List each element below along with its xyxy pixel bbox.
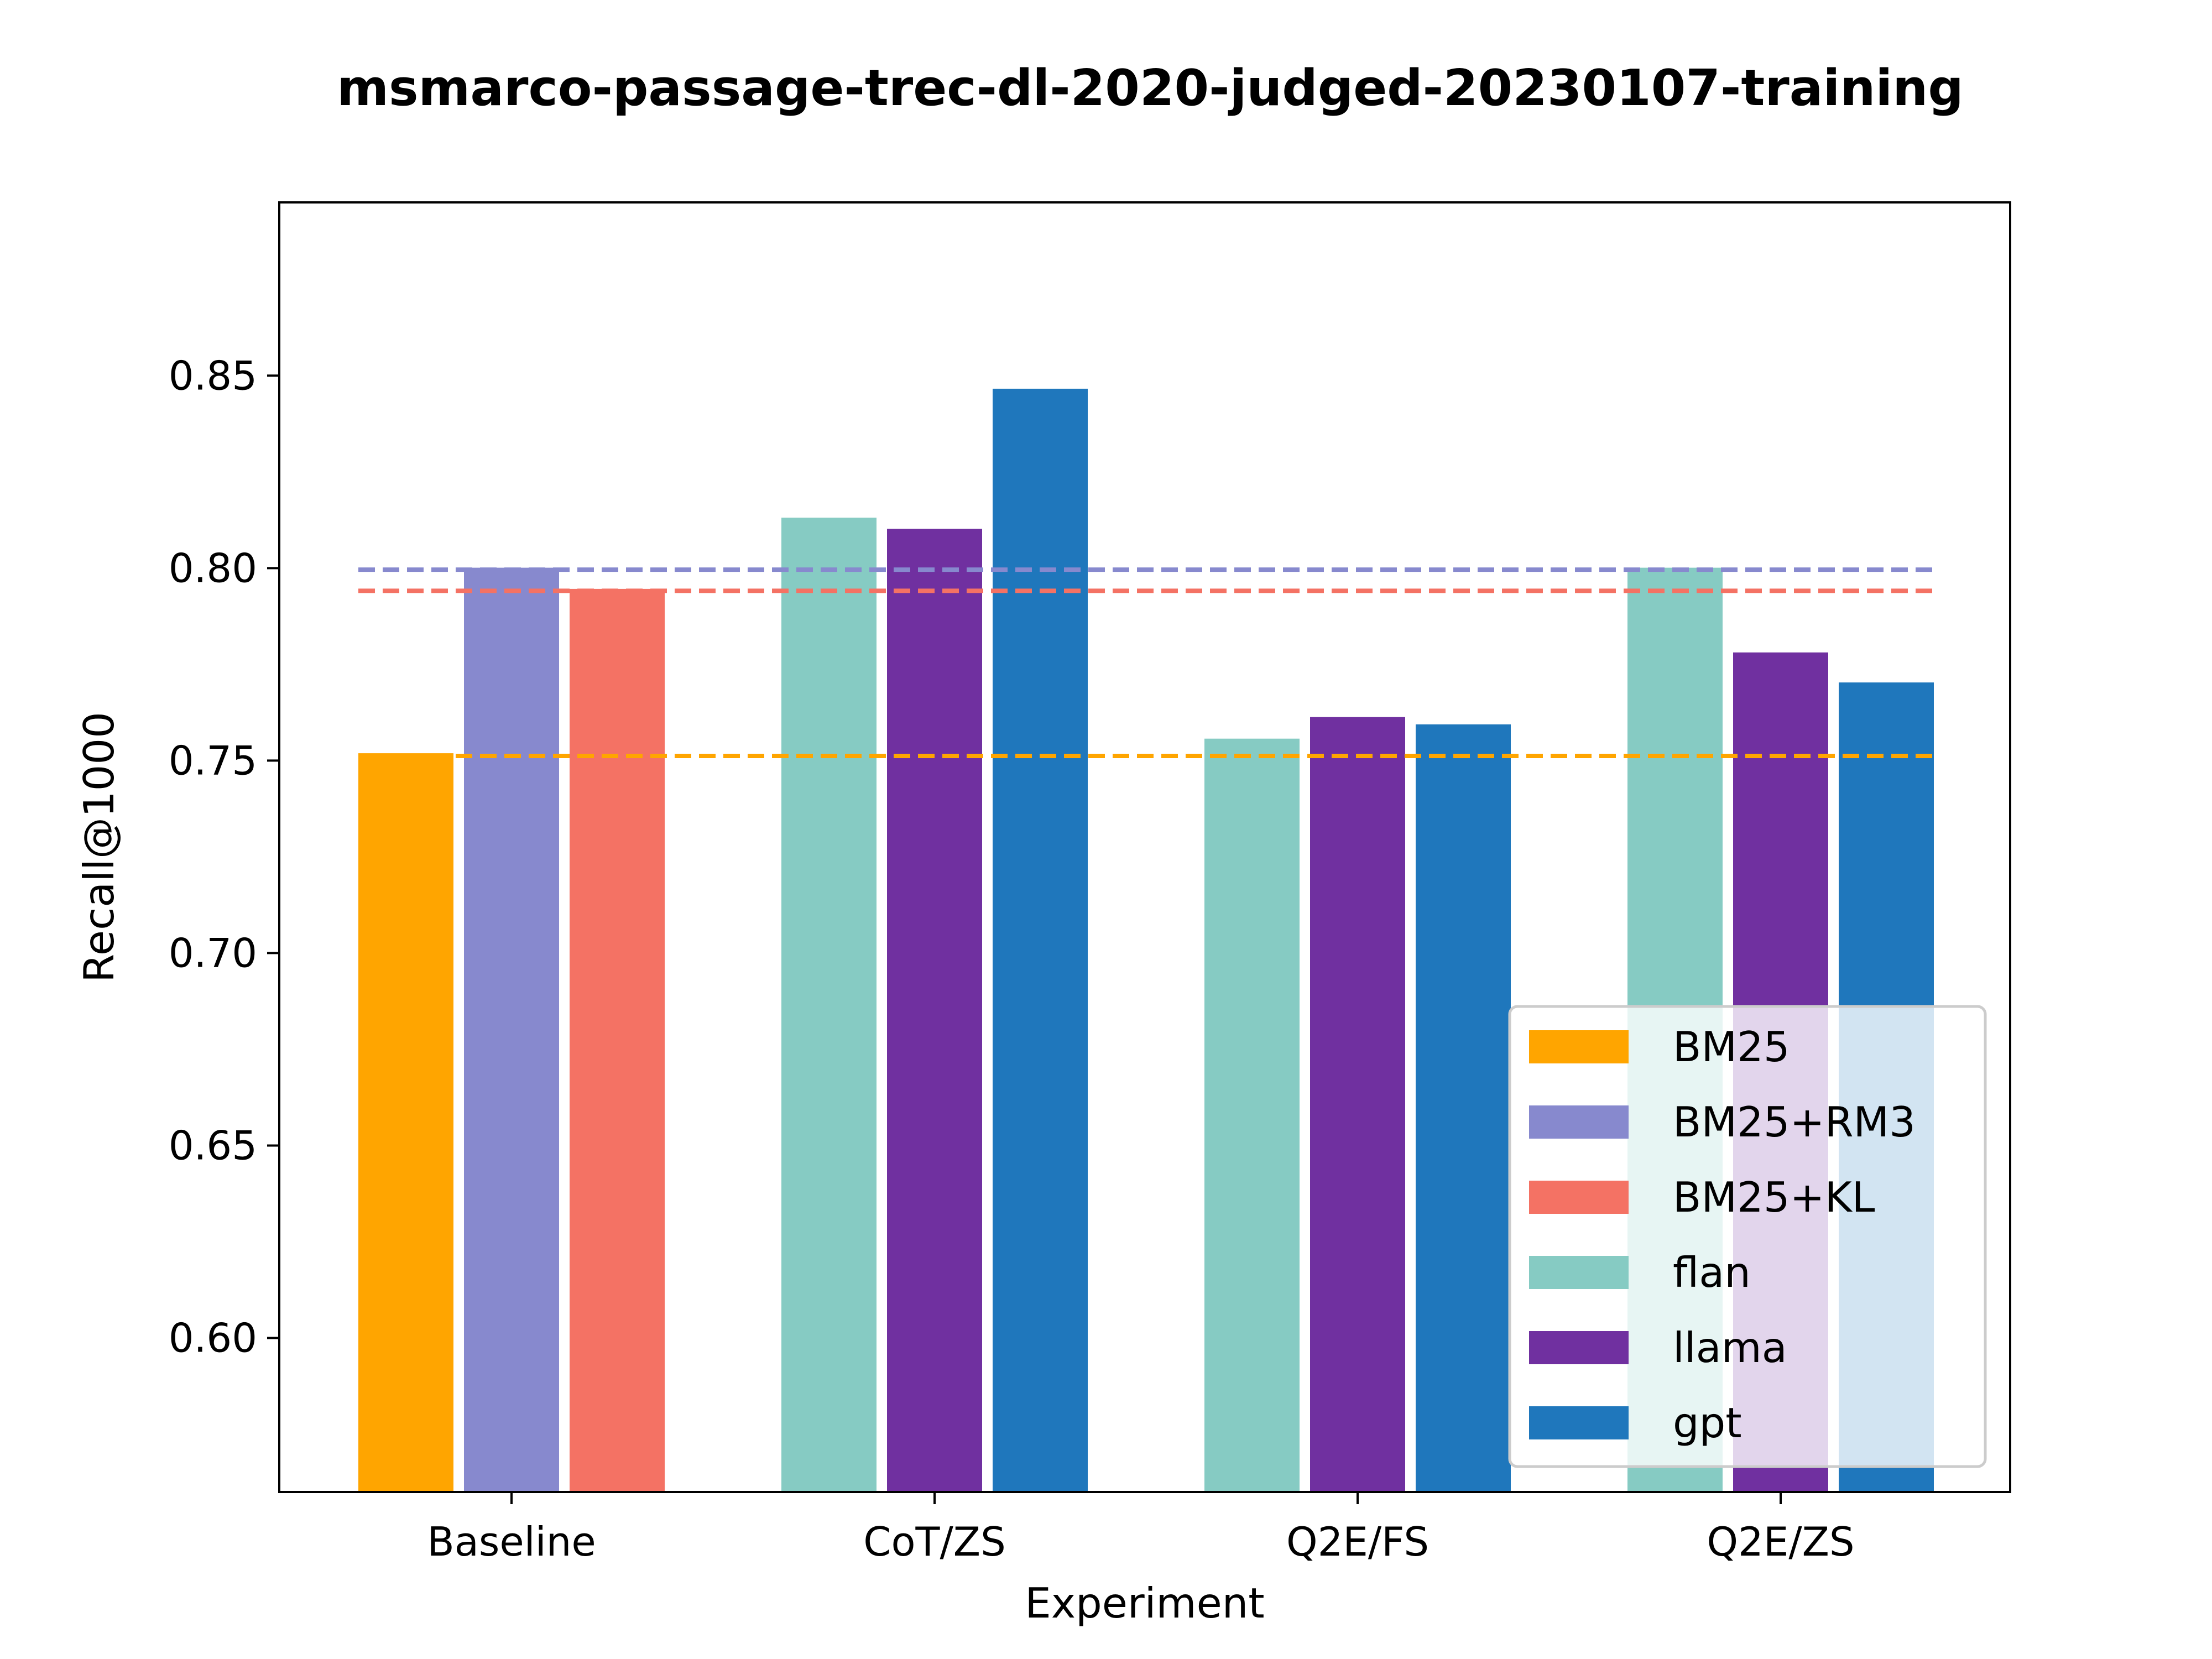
x-tick-label: Baseline [427,1519,596,1565]
legend-label: BM25+KL [1673,1173,1875,1222]
legend-swatch [1529,1030,1629,1063]
legend-label: gpt [1673,1399,1742,1447]
legend-label: BM25 [1673,1022,1790,1071]
legend-label: BM25+RM3 [1673,1098,1916,1146]
x-tick-label: Q2E/ZS [1707,1519,1854,1565]
legend-swatch [1529,1181,1629,1214]
y-tick-label: 0.80 [169,545,257,591]
bar-flan-q2e-fs [1204,738,1300,1492]
y-tick-label: 0.60 [169,1315,257,1361]
bar-gpt-cot-zs [993,388,1088,1492]
legend-swatch [1529,1105,1629,1139]
legend-label: llama [1673,1323,1787,1372]
legend-box [1508,1005,1987,1468]
bar-gpt-q2e-fs [1416,724,1511,1492]
x-tick-label: Q2E/FS [1286,1519,1429,1565]
chart-title: msmarco-passage-trec-dl-2020-judged-2023… [337,59,1964,117]
x-tick-label: CoT/ZS [863,1519,1006,1565]
x-axis-label: Experiment [1025,1579,1264,1627]
legend-swatch [1529,1331,1629,1364]
bar-flan-cot-zs [781,518,877,1492]
bar-bm25-baseline [358,753,453,1492]
y-axis-label: Recall@1000 [75,712,123,983]
bar-llama-q2e-fs [1310,717,1405,1492]
y-tick-label: 0.65 [169,1122,257,1168]
y-axis-ticks: 0.60 0.65 0.70 0.75 0.80 0.85 [169,352,279,1361]
bar-bm25-rm3-baseline [464,567,559,1492]
legend: BM25 BM25+RM3 BM25+KL flan llama gpt [1508,1005,1987,1468]
legend-swatch [1529,1406,1629,1439]
reference-lines [358,567,1933,758]
y-tick-label: 0.70 [169,930,257,976]
plot-frame [278,201,2011,1493]
bar-llama-cot-zs [887,529,982,1492]
legend-label: flan [1673,1248,1751,1297]
x-axis-ticks: Baseline CoT/ZS Q2E/FS Q2E/ZS [427,1492,1855,1565]
y-tick-label: 0.75 [169,737,257,784]
bar-bm25-kl-baseline [570,588,665,1492]
legend-swatch [1529,1256,1629,1289]
y-tick-label: 0.85 [169,352,257,399]
